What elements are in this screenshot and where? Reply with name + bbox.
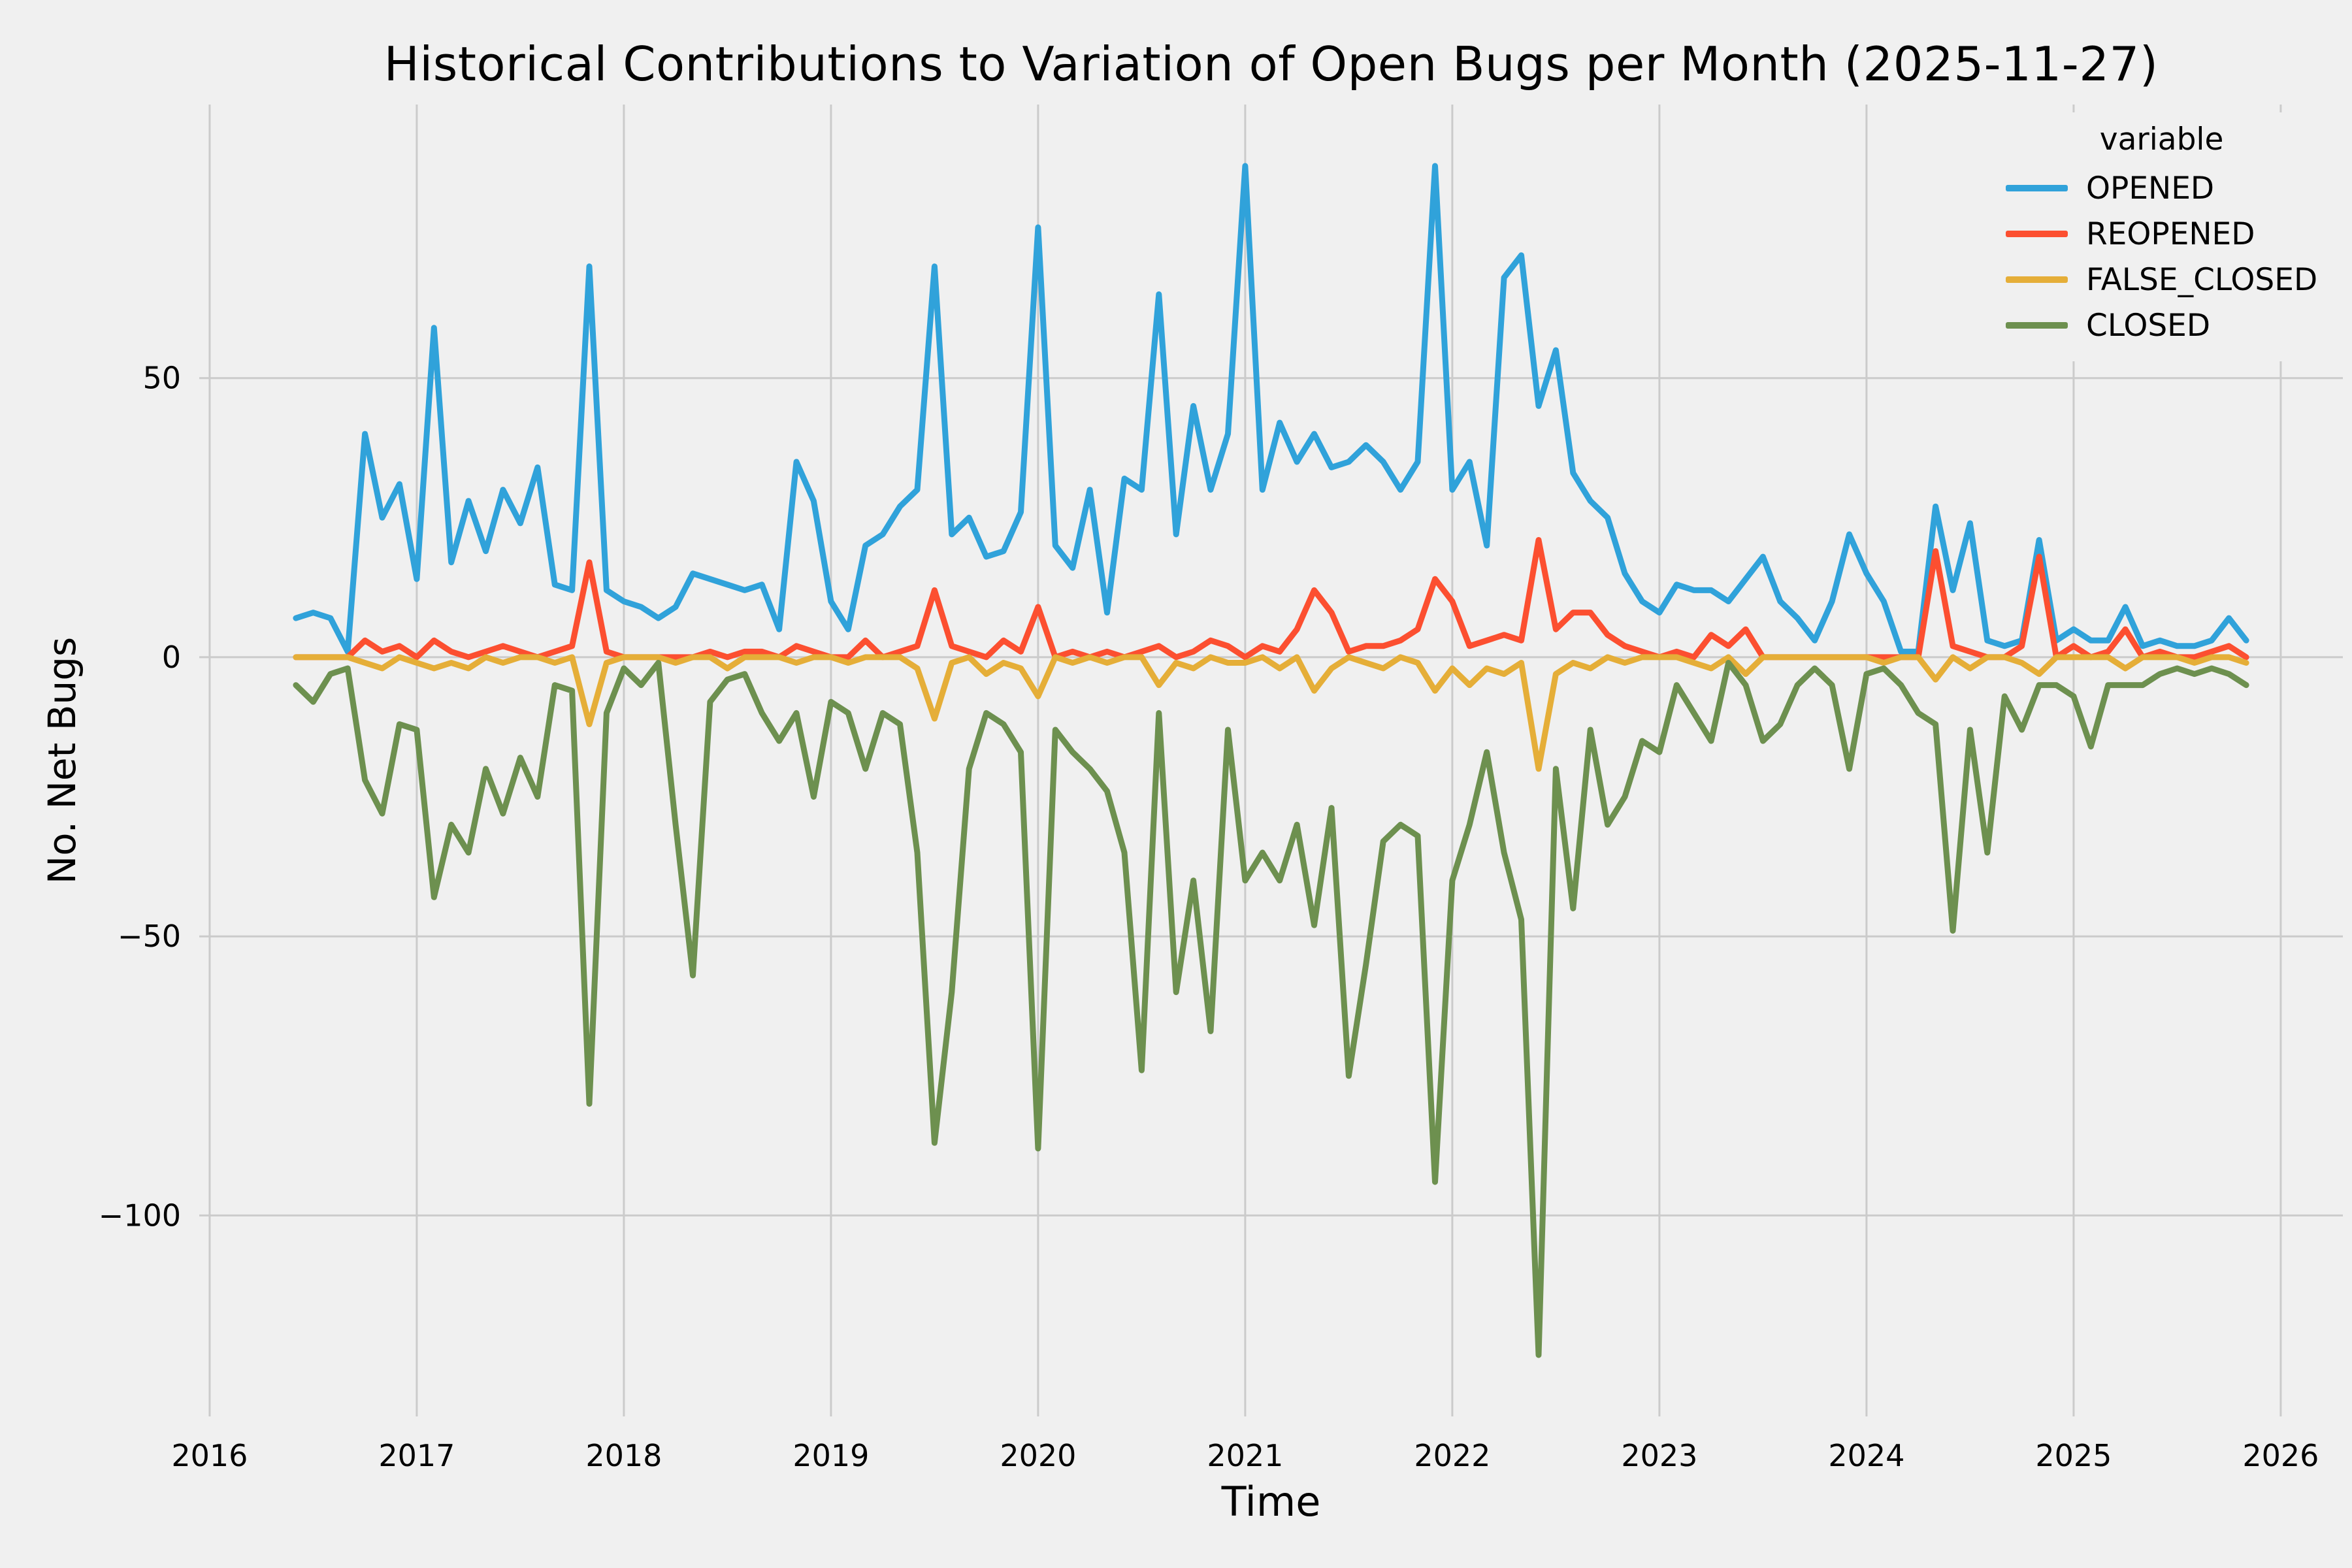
legend-entry-opened: OPENED (2006, 165, 2317, 211)
y-tick-label: 50 (142, 361, 181, 396)
x-tick-label: 2026 (2242, 1438, 2319, 1473)
x-tick-label: 2023 (1621, 1438, 1697, 1473)
legend-swatch-reopened (2006, 231, 2068, 237)
x-tick-label: 2017 (378, 1438, 455, 1473)
x-axis-label: Time (1221, 1478, 1321, 1526)
legend: variable OPENED REOPENED FALSE_CLOSED CLOSE… (1986, 112, 2338, 361)
x-tick-label: 2022 (1414, 1438, 1490, 1473)
x-tick-label: 2019 (792, 1438, 869, 1473)
series-closed-line (293, 660, 2249, 1358)
y-tick-label: 0 (162, 640, 181, 675)
legend-swatch-opened (2006, 185, 2068, 191)
legend-title: variable (2099, 122, 2224, 157)
legend-swatch-closed (2006, 322, 2068, 329)
x-tick-label: 2016 (171, 1438, 248, 1473)
y-axis-label: No. Net Bugs (40, 636, 84, 885)
legend-entry-false_closed: FALSE_CLOSED (2006, 257, 2317, 302)
legend-label: OPENED (2086, 170, 2215, 206)
series-false_closed-line (293, 654, 2249, 772)
legend-entry-closed: CLOSED (2006, 302, 2317, 348)
x-tick-label: 2025 (2035, 1438, 2112, 1473)
x-tick-label: 2021 (1207, 1438, 1283, 1473)
legend-entry-reopened: REOPENED (2006, 211, 2317, 257)
x-tick-label: 2018 (585, 1438, 662, 1473)
x-tick-label: 2020 (1000, 1438, 1076, 1473)
y-tick-label: −50 (118, 919, 181, 954)
legend-label: CLOSED (2086, 307, 2211, 344)
legend-swatch-false_closed (2006, 276, 2068, 283)
chart-title: Historical Contributions to Variation of… (384, 37, 2159, 91)
series-reopened-line (293, 537, 2249, 661)
legend-entries: OPENED REOPENED FALSE_CLOSED CLOSED (2006, 165, 2317, 348)
x-tick-label: 2024 (1828, 1438, 1904, 1473)
y-tick-label: −100 (99, 1198, 181, 1233)
legend-label: REOPENED (2086, 216, 2255, 252)
legend-label: FALSE_CLOSED (2086, 261, 2318, 298)
